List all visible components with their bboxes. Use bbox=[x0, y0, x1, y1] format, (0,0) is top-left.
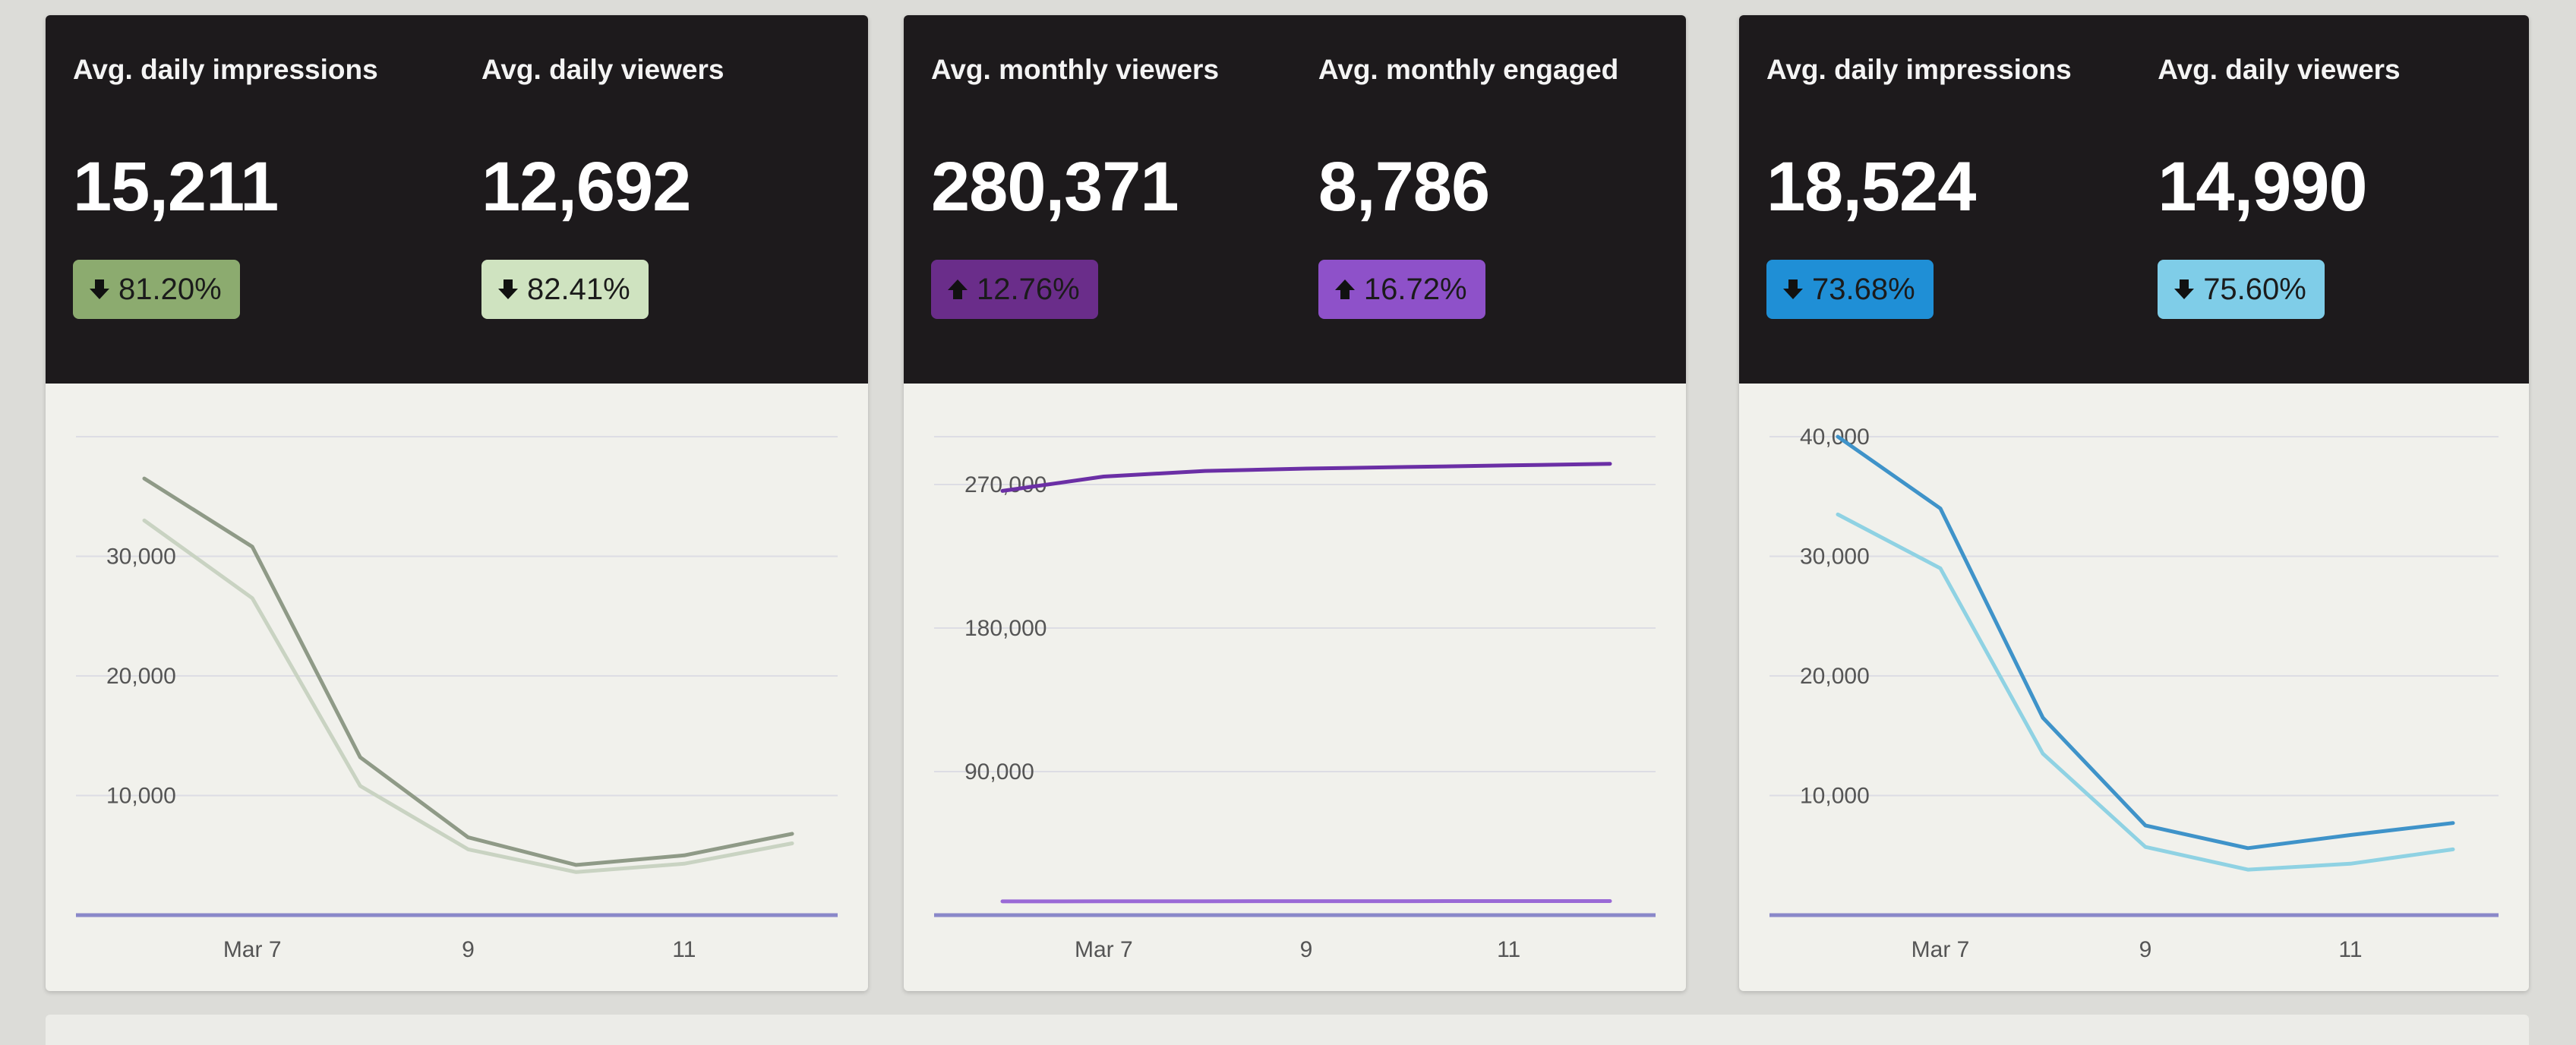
series-line bbox=[144, 520, 792, 872]
stats-panel: Avg. monthly viewers 280,371 12.76% Avg.… bbox=[904, 15, 1686, 384]
arrow-down-icon bbox=[497, 278, 519, 301]
stat-value: 14,990 bbox=[2158, 152, 2513, 222]
stat-avg-daily-impressions: Avg. daily impressions 18,524 73.68% bbox=[1766, 53, 2122, 319]
change-value: 75.60% bbox=[2203, 273, 2306, 307]
change-badge: 16.72% bbox=[1318, 260, 1485, 319]
line-chart[interactable]: 10,000 20,000 30,000 Mar 7 9 11 bbox=[46, 384, 868, 991]
chart-svg: 10,000 20,000 30,000 Mar 7 9 11 bbox=[46, 384, 868, 991]
x-tick-label: 11 bbox=[672, 937, 696, 962]
stat-avg-daily-impressions: Avg. daily impressions 15,211 81.20% bbox=[73, 53, 443, 319]
stats-panel: Avg. daily impressions 15,211 81.20% Avg… bbox=[46, 15, 868, 384]
stats-panel: Avg. daily impressions 18,524 73.68% Avg… bbox=[1739, 15, 2529, 384]
y-tick-label: 10,000 bbox=[1800, 784, 1870, 809]
y-tick-label: 30,000 bbox=[106, 545, 176, 570]
x-tick-label: 9 bbox=[2139, 937, 2152, 962]
change-value: 81.20% bbox=[118, 273, 222, 307]
y-tick-label: 180,000 bbox=[964, 616, 1046, 641]
change-badge: 81.20% bbox=[73, 260, 240, 319]
stat-label: Avg. daily viewers bbox=[2158, 53, 2513, 129]
stat-label: Avg. monthly viewers bbox=[931, 53, 1283, 129]
series-line bbox=[144, 478, 792, 865]
stat-avg-daily-viewers: Avg. daily viewers 14,990 75.60% bbox=[2158, 53, 2513, 319]
series-line bbox=[1838, 437, 2453, 848]
impressions-card: Avg. daily impressions 15,211 81.20% Avg… bbox=[46, 15, 868, 991]
stat-value: 280,371 bbox=[931, 152, 1283, 222]
y-tick-label: 40,000 bbox=[1800, 425, 1870, 450]
stat-value: 18,524 bbox=[1766, 152, 2122, 222]
x-tick-label: Mar 7 bbox=[1075, 937, 1133, 962]
stat-label: Avg. daily viewers bbox=[481, 53, 851, 129]
x-tick-label: 9 bbox=[462, 937, 475, 962]
x-tick-label: 11 bbox=[1497, 937, 1520, 962]
monthly-viewers-card: Avg. monthly viewers 280,371 12.76% Avg.… bbox=[904, 15, 1686, 991]
x-tick-label: 11 bbox=[2338, 937, 2362, 962]
stat-avg-daily-viewers: Avg. daily viewers 12,692 82.41% bbox=[481, 53, 851, 319]
stat-value: 12,692 bbox=[481, 152, 851, 222]
stat-label: Avg. daily impressions bbox=[1766, 53, 2122, 129]
stat-value: 8,786 bbox=[1318, 152, 1671, 222]
x-tick-label: Mar 7 bbox=[223, 937, 282, 962]
change-badge: 75.60% bbox=[2158, 260, 2325, 319]
impressions-card-2: Avg. daily impressions 18,524 73.68% Avg… bbox=[1739, 15, 2529, 991]
stat-avg-monthly-engaged: Avg. monthly engaged 8,786 16.72% bbox=[1318, 53, 1671, 319]
change-value: 12.76% bbox=[977, 273, 1080, 307]
y-tick-label: 20,000 bbox=[106, 664, 176, 689]
stat-label: Avg. daily impressions bbox=[73, 53, 443, 129]
arrow-up-icon bbox=[946, 278, 969, 301]
series-line bbox=[1002, 464, 1610, 491]
y-tick-label: 30,000 bbox=[1800, 545, 1870, 570]
change-badge: 82.41% bbox=[481, 260, 649, 319]
next-panel-edge bbox=[46, 1015, 2529, 1045]
arrow-down-icon bbox=[88, 278, 111, 301]
arrow-up-icon bbox=[1334, 278, 1356, 301]
stat-avg-monthly-viewers: Avg. monthly viewers 280,371 12.76% bbox=[931, 53, 1283, 319]
change-value: 82.41% bbox=[527, 273, 630, 307]
chart-svg: 10,000 20,000 30,000 40,000 Mar 7 9 11 bbox=[1739, 384, 2529, 991]
y-tick-label: 20,000 bbox=[1800, 664, 1870, 689]
change-value: 16.72% bbox=[1364, 273, 1467, 307]
x-tick-label: 9 bbox=[1300, 937, 1313, 962]
y-tick-label: 10,000 bbox=[106, 784, 176, 809]
arrow-down-icon bbox=[2173, 278, 2196, 301]
y-tick-label: 90,000 bbox=[964, 759, 1034, 785]
stat-value: 15,211 bbox=[73, 152, 443, 222]
stat-label: Avg. monthly engaged bbox=[1318, 53, 1671, 129]
line-chart[interactable]: 10,000 20,000 30,000 40,000 Mar 7 9 11 bbox=[1739, 384, 2529, 991]
change-badge: 12.76% bbox=[931, 260, 1098, 319]
x-tick-label: Mar 7 bbox=[1911, 937, 1970, 962]
series-line bbox=[1838, 514, 2453, 870]
change-badge: 73.68% bbox=[1766, 260, 1934, 319]
change-value: 73.68% bbox=[1812, 273, 1915, 307]
arrow-down-icon bbox=[1782, 278, 1804, 301]
